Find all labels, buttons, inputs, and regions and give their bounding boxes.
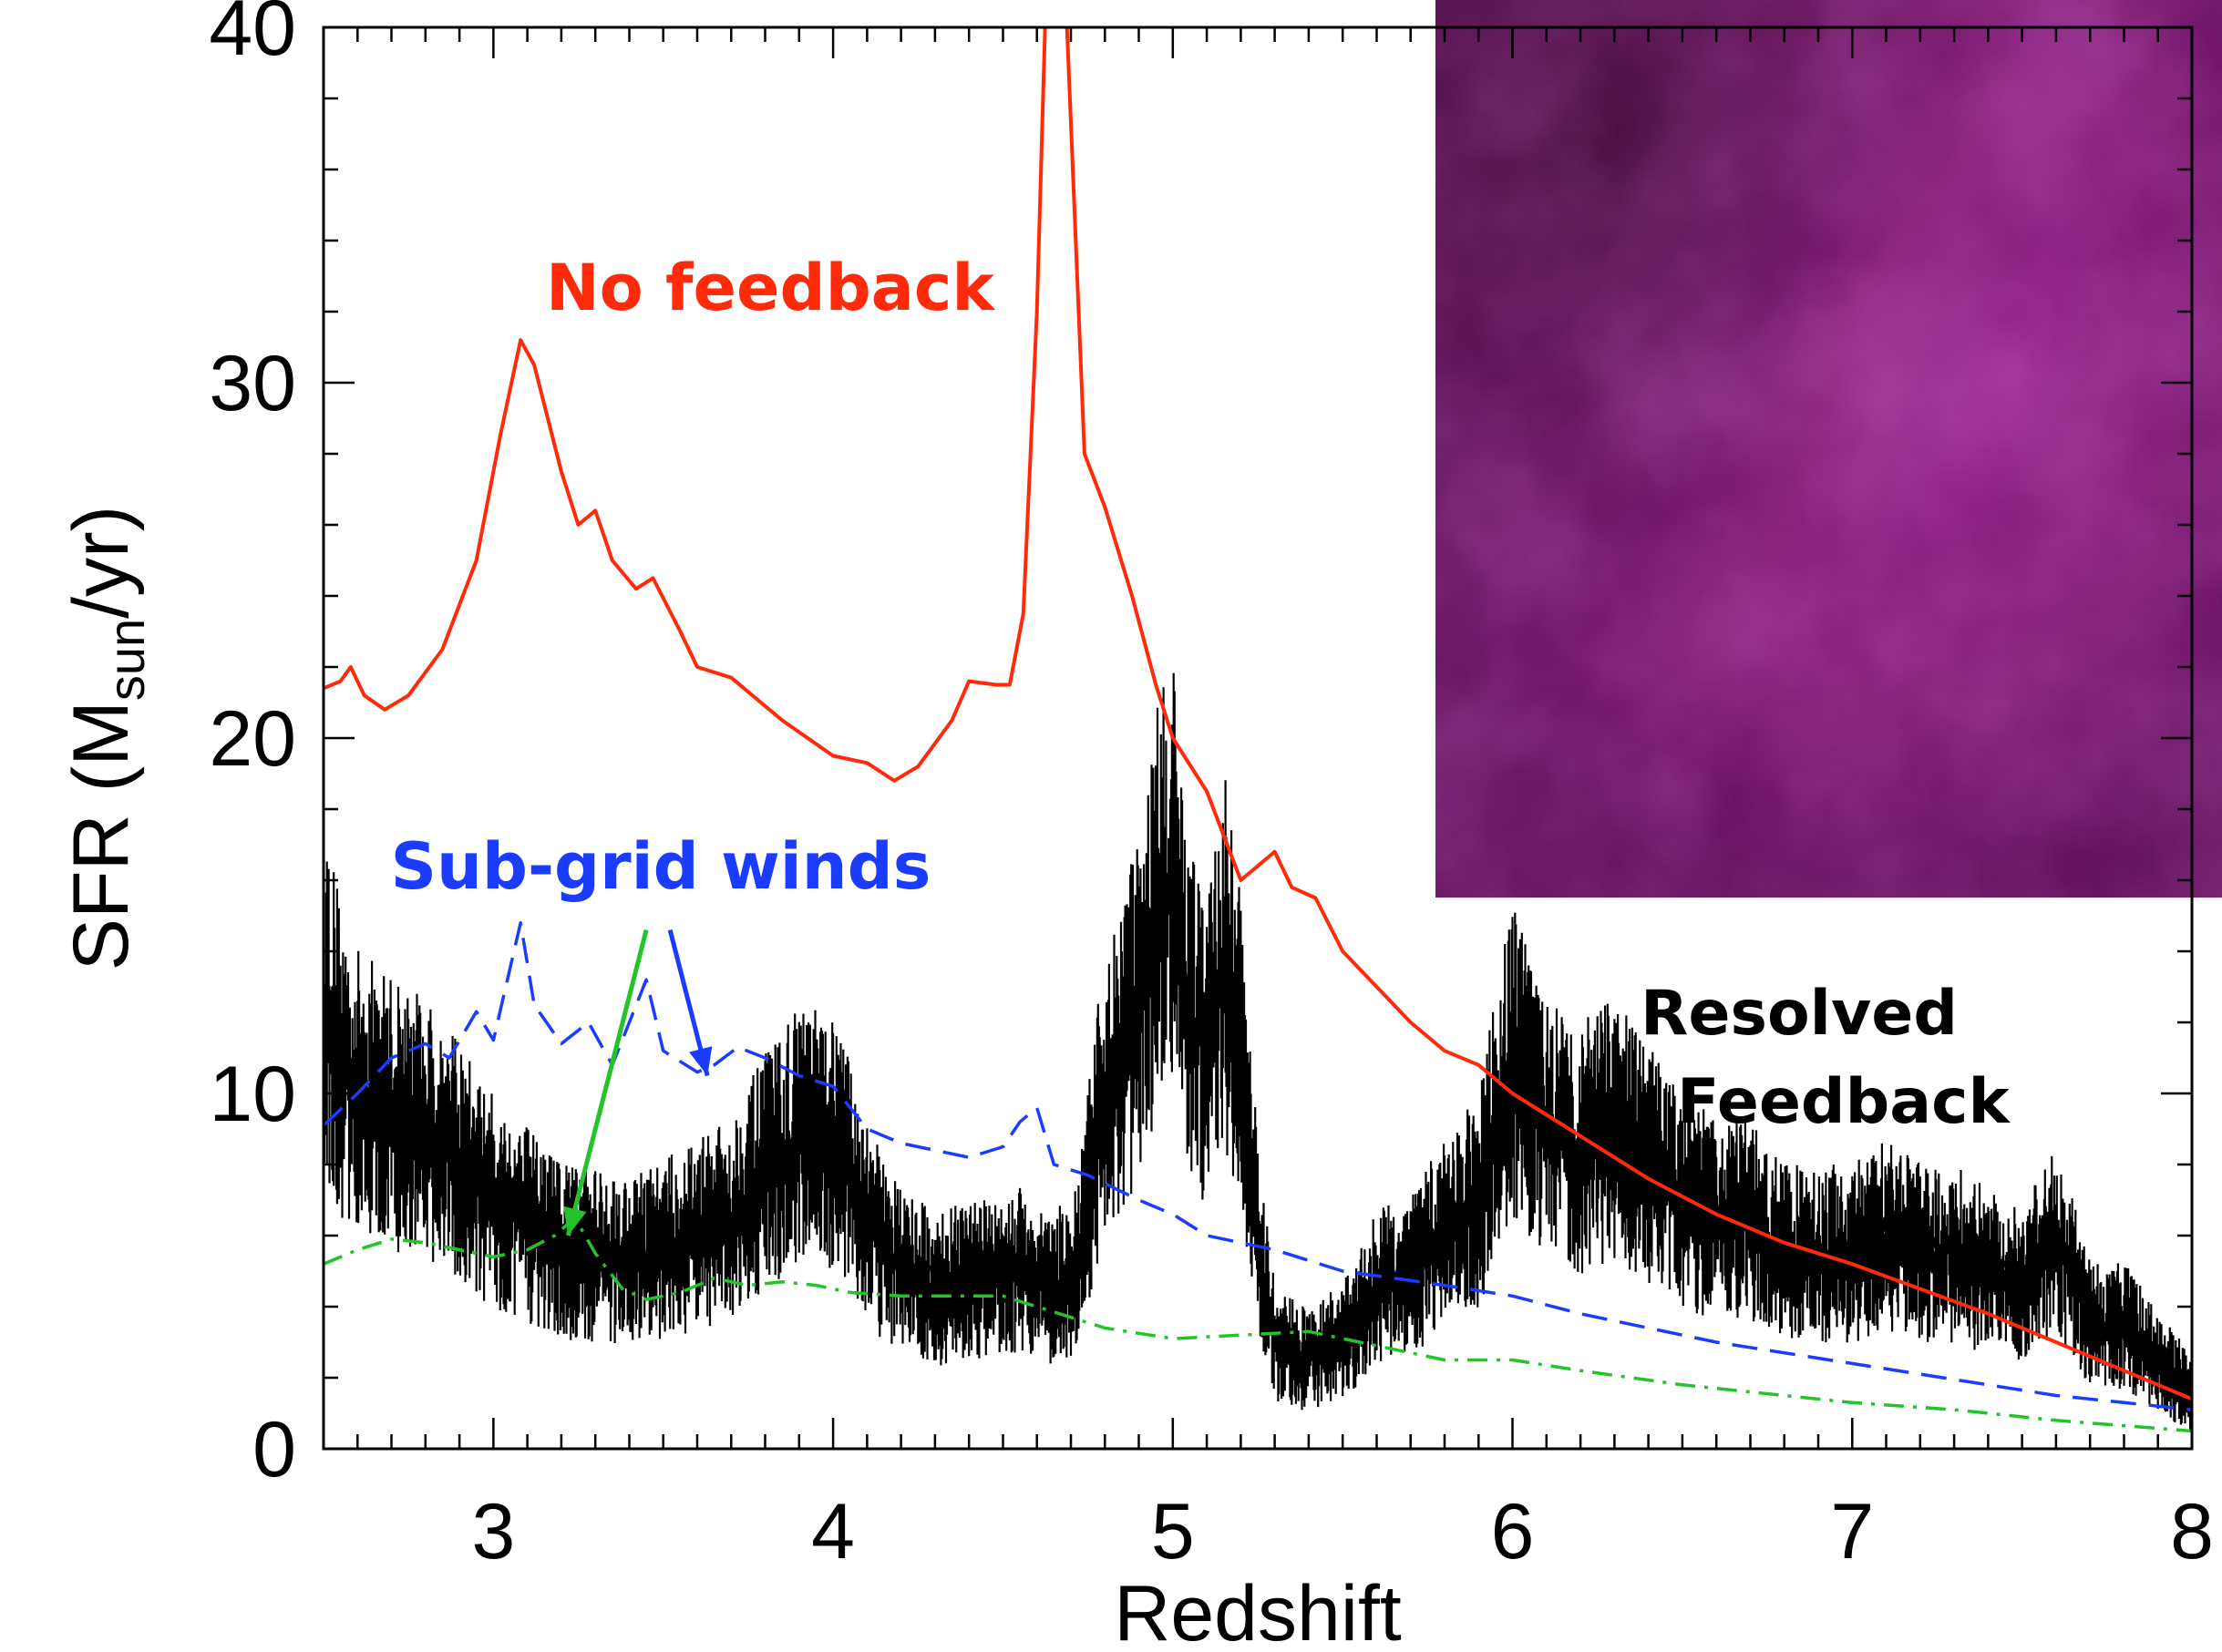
x-tick-label: 4 [811, 1488, 855, 1575]
y-tick-label: 20 [209, 695, 296, 783]
x-tick-label: 7 [1830, 1488, 1874, 1575]
annotation-label: Feedback [1677, 1066, 2011, 1138]
series-sub-grid-winds [324, 921, 2192, 1411]
x-tick-label: 6 [1491, 1488, 1535, 1575]
simulation-inset-image [1435, 0, 2222, 898]
series-resolved-feedback-line [324, 874, 2192, 1414]
x-tick-label: 5 [1151, 1488, 1195, 1575]
y-tick-label: 30 [209, 340, 296, 427]
tick-marks [322, 26, 2194, 1451]
axis-labels: 3 4 5 6 7 8 0 10 20 30 40 Redshift SFR (Msun/yr) [57, 0, 2214, 1652]
x-axis-title: Redshift [1114, 1570, 1402, 1652]
annotation-label: Sub-grid winds [391, 829, 931, 904]
series-layer [324, 27, 2192, 1433]
annotation-label: Resolved [1641, 978, 1958, 1050]
x-tick-label: 8 [2170, 1488, 2214, 1575]
series-no-feedback [324, 27, 2192, 1401]
y-tick-label: 0 [252, 1406, 296, 1493]
series-2 [324, 1216, 2192, 1433]
annotations: No feedback Sub-grid winds Resolved Feedbac… [391, 251, 2011, 1138]
y-tick-label: 40 [209, 0, 296, 72]
arrow-shaft [565, 929, 649, 1236]
annotation-arrow-0 [667, 929, 713, 1077]
axis-ticks [322, 26, 2194, 1451]
annotation-arrow-1 [563, 929, 649, 1236]
arrow-head [563, 1206, 587, 1236]
x-tick-label: 3 [471, 1488, 515, 1575]
arrow-head [689, 1046, 713, 1076]
y-tick-label: 10 [209, 1051, 296, 1138]
arrow-layer [563, 929, 713, 1236]
y-axis-title: SFR (Msun/yr) [57, 506, 155, 971]
annotation-label: No feedback [546, 251, 995, 325]
